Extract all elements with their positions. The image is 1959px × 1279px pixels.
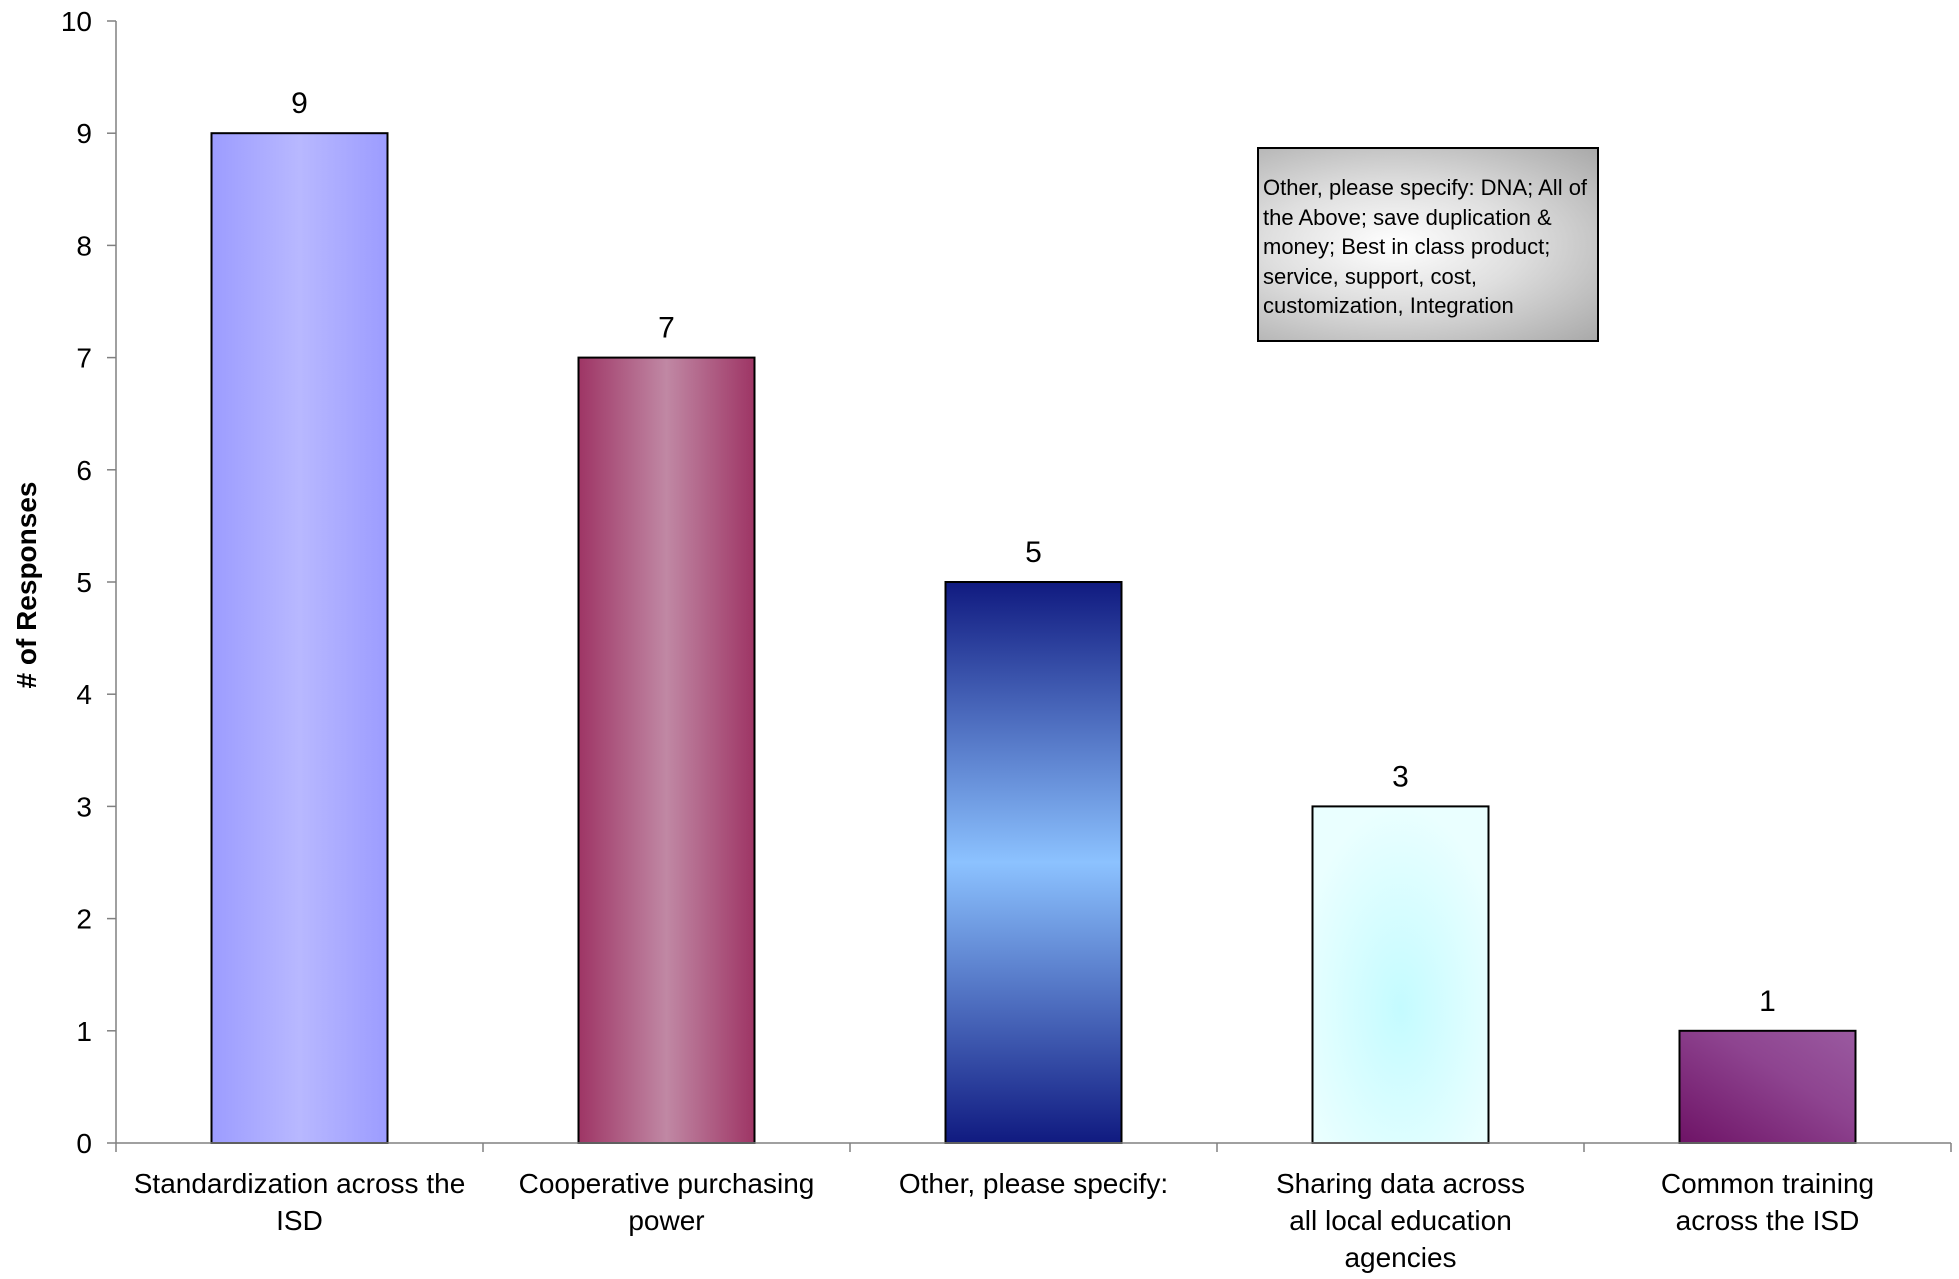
y-tick-label: 8 bbox=[76, 230, 92, 261]
bar bbox=[577, 356, 756, 1145]
bar bbox=[1311, 805, 1490, 1145]
category-label-line: ISD bbox=[276, 1205, 323, 1236]
data-label: 1 bbox=[1759, 985, 1776, 1018]
category-label-line: Cooperative purchasing bbox=[519, 1168, 815, 1199]
category-label-line: Sharing data across bbox=[1276, 1168, 1525, 1199]
category-label-line: agencies bbox=[1344, 1242, 1456, 1273]
data-label: 3 bbox=[1392, 760, 1409, 793]
data-label: 7 bbox=[658, 312, 675, 345]
category-label-line: across the ISD bbox=[1676, 1205, 1860, 1236]
data-label: 5 bbox=[1025, 536, 1042, 569]
y-tick-label: 9 bbox=[76, 118, 92, 149]
y-tick-label: 2 bbox=[76, 904, 92, 935]
y-tick-label: 0 bbox=[76, 1128, 92, 1159]
category-label: Other, please specify: bbox=[899, 1168, 1168, 1199]
data-label: 9 bbox=[291, 87, 308, 120]
category-label-line: Standardization across the bbox=[134, 1168, 466, 1199]
y-axis-label: # of Responses bbox=[11, 482, 42, 689]
category-label: Common training across the ISD bbox=[1661, 1168, 1874, 1236]
category-label-line: Common training bbox=[1661, 1168, 1874, 1199]
bar bbox=[1678, 1029, 1857, 1145]
y-tick-label: 3 bbox=[76, 791, 92, 822]
category-label-line: Other, please specify: bbox=[899, 1168, 1168, 1199]
category-label: Cooperative purchasing power bbox=[519, 1168, 815, 1236]
y-tick-label: 4 bbox=[76, 679, 92, 710]
other-responses-note: Other, please specify: DNA; All of the A… bbox=[1257, 147, 1599, 342]
y-tick-label: 10 bbox=[61, 6, 92, 37]
bar bbox=[944, 581, 1123, 1144]
y-tick-label: 5 bbox=[76, 567, 92, 598]
category-label: Standardization across the ISD bbox=[134, 1168, 466, 1236]
category-label-line: all local education bbox=[1289, 1205, 1512, 1236]
category-label: Sharing data across all local education ag… bbox=[1276, 1168, 1525, 1273]
bar bbox=[210, 132, 389, 1144]
category-label-line: power bbox=[628, 1205, 704, 1236]
y-tick-label: 1 bbox=[76, 1016, 92, 1047]
y-tick-label: 6 bbox=[76, 455, 92, 486]
y-tick-label: 7 bbox=[76, 343, 92, 374]
